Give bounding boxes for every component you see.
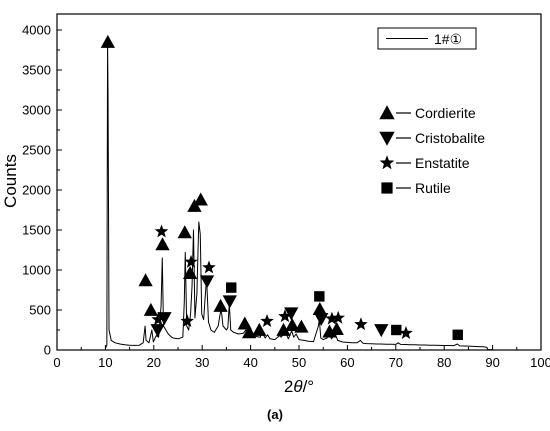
x-tick-label: 90 — [485, 355, 499, 370]
x-tick-label: 40 — [243, 355, 257, 370]
cordierite-marker — [177, 225, 192, 239]
cristobalite-marker — [374, 324, 389, 338]
cordierite-marker — [276, 322, 291, 336]
phase-legend-label: Cristobalite — [415, 130, 485, 146]
cordierite-marker — [312, 302, 327, 316]
cordierite-marker — [182, 266, 198, 280]
y-tick-label: 4000 — [22, 23, 51, 38]
rutile-marker — [391, 324, 402, 336]
cordierite-marker — [193, 192, 208, 206]
x-axis-ticks: 0 10 20 30 40 50 60 70 80 90 100 — [53, 345, 550, 370]
x-tick-label: 30 — [195, 355, 209, 370]
figure-caption: (a) — [267, 407, 283, 422]
enstatite-marker — [260, 314, 274, 327]
rutile-legend-icon — [381, 182, 393, 194]
phase-legend: Cordierite Cristobalite Enstatite Rutile — [379, 105, 485, 196]
phase-markers — [100, 34, 463, 340]
x-tick-label: 70 — [389, 355, 403, 370]
enstatite-marker — [202, 260, 216, 274]
cordierite-marker — [100, 34, 115, 48]
x-axis-title: 2θ/° — [284, 377, 314, 396]
cristobalite-marker — [222, 295, 237, 309]
cristobalite-marker — [284, 307, 299, 321]
cristobalite-marker — [314, 312, 329, 326]
cordierite-marker — [294, 319, 309, 333]
enstatite-marker — [354, 317, 368, 331]
cristobalite-marker — [199, 275, 215, 289]
cordierite-marker — [237, 316, 252, 330]
series-legend: 1#① — [377, 27, 477, 50]
cordierite-marker — [138, 273, 153, 287]
series-layer — [104, 41, 493, 351]
cordierite-marker — [329, 322, 344, 336]
y-tick-label: 1000 — [22, 263, 51, 278]
x-tick-label: 10 — [98, 355, 112, 370]
series-line — [104, 41, 493, 351]
cordierite-legend-icon — [379, 105, 395, 120]
y-tick-label: 1500 — [22, 223, 51, 238]
y-tick-label: 500 — [29, 303, 51, 318]
cristobalite-legend-icon — [379, 131, 395, 146]
cristobalite-marker — [150, 324, 165, 338]
cordierite-marker — [155, 237, 170, 251]
rutile-marker — [226, 282, 237, 293]
enstatite-marker — [151, 312, 165, 326]
x-tick-label: 80 — [437, 355, 451, 370]
y-tick-label: 3000 — [22, 103, 51, 118]
x-tick-label: 60 — [340, 355, 354, 370]
x-tick-label: 100 — [530, 355, 550, 370]
cordierite-marker — [252, 322, 267, 336]
y-tick-label: 2000 — [22, 183, 51, 198]
plot-frame — [56, 13, 542, 351]
cordierite-marker — [213, 298, 228, 312]
rutile-marker — [452, 329, 463, 340]
x-tick-label: 0 — [53, 355, 60, 370]
enstatite-legend-icon — [379, 155, 395, 170]
enstatite-marker — [331, 310, 345, 324]
x-axis-title-main: 2 — [284, 377, 293, 396]
series-legend-label: 1#① — [434, 31, 462, 47]
enstatite-marker — [399, 326, 413, 339]
phase-legend-label: Enstatite — [415, 155, 470, 171]
x-tick-label: 20 — [147, 355, 161, 370]
y-tick-label: 3500 — [22, 63, 51, 78]
x-axis-title-unit: /° — [303, 377, 315, 396]
phase-legend-label: Cordierite — [415, 105, 476, 121]
enstatite-marker — [184, 254, 198, 268]
cordierite-marker — [143, 302, 159, 316]
enstatite-marker — [154, 224, 169, 238]
y-axis-ticks: 0 500 1000 1500 2000 2500 3000 3500 4000 — [22, 23, 62, 358]
enstatite-marker — [180, 314, 194, 327]
y-tick-label: 2500 — [22, 143, 51, 158]
x-tick-label: 50 — [292, 355, 306, 370]
phase-legend-label: Rutile — [415, 180, 451, 196]
cordierite-marker — [285, 318, 300, 332]
enstatite-marker — [325, 311, 339, 325]
enstatite-marker — [278, 309, 292, 323]
x-axis-title-theta: θ — [293, 377, 303, 396]
rutile-marker — [314, 291, 325, 302]
cristobalite-marker — [157, 312, 172, 326]
y-tick-label: 0 — [44, 343, 51, 358]
y-axis-title: Counts — [1, 154, 20, 208]
